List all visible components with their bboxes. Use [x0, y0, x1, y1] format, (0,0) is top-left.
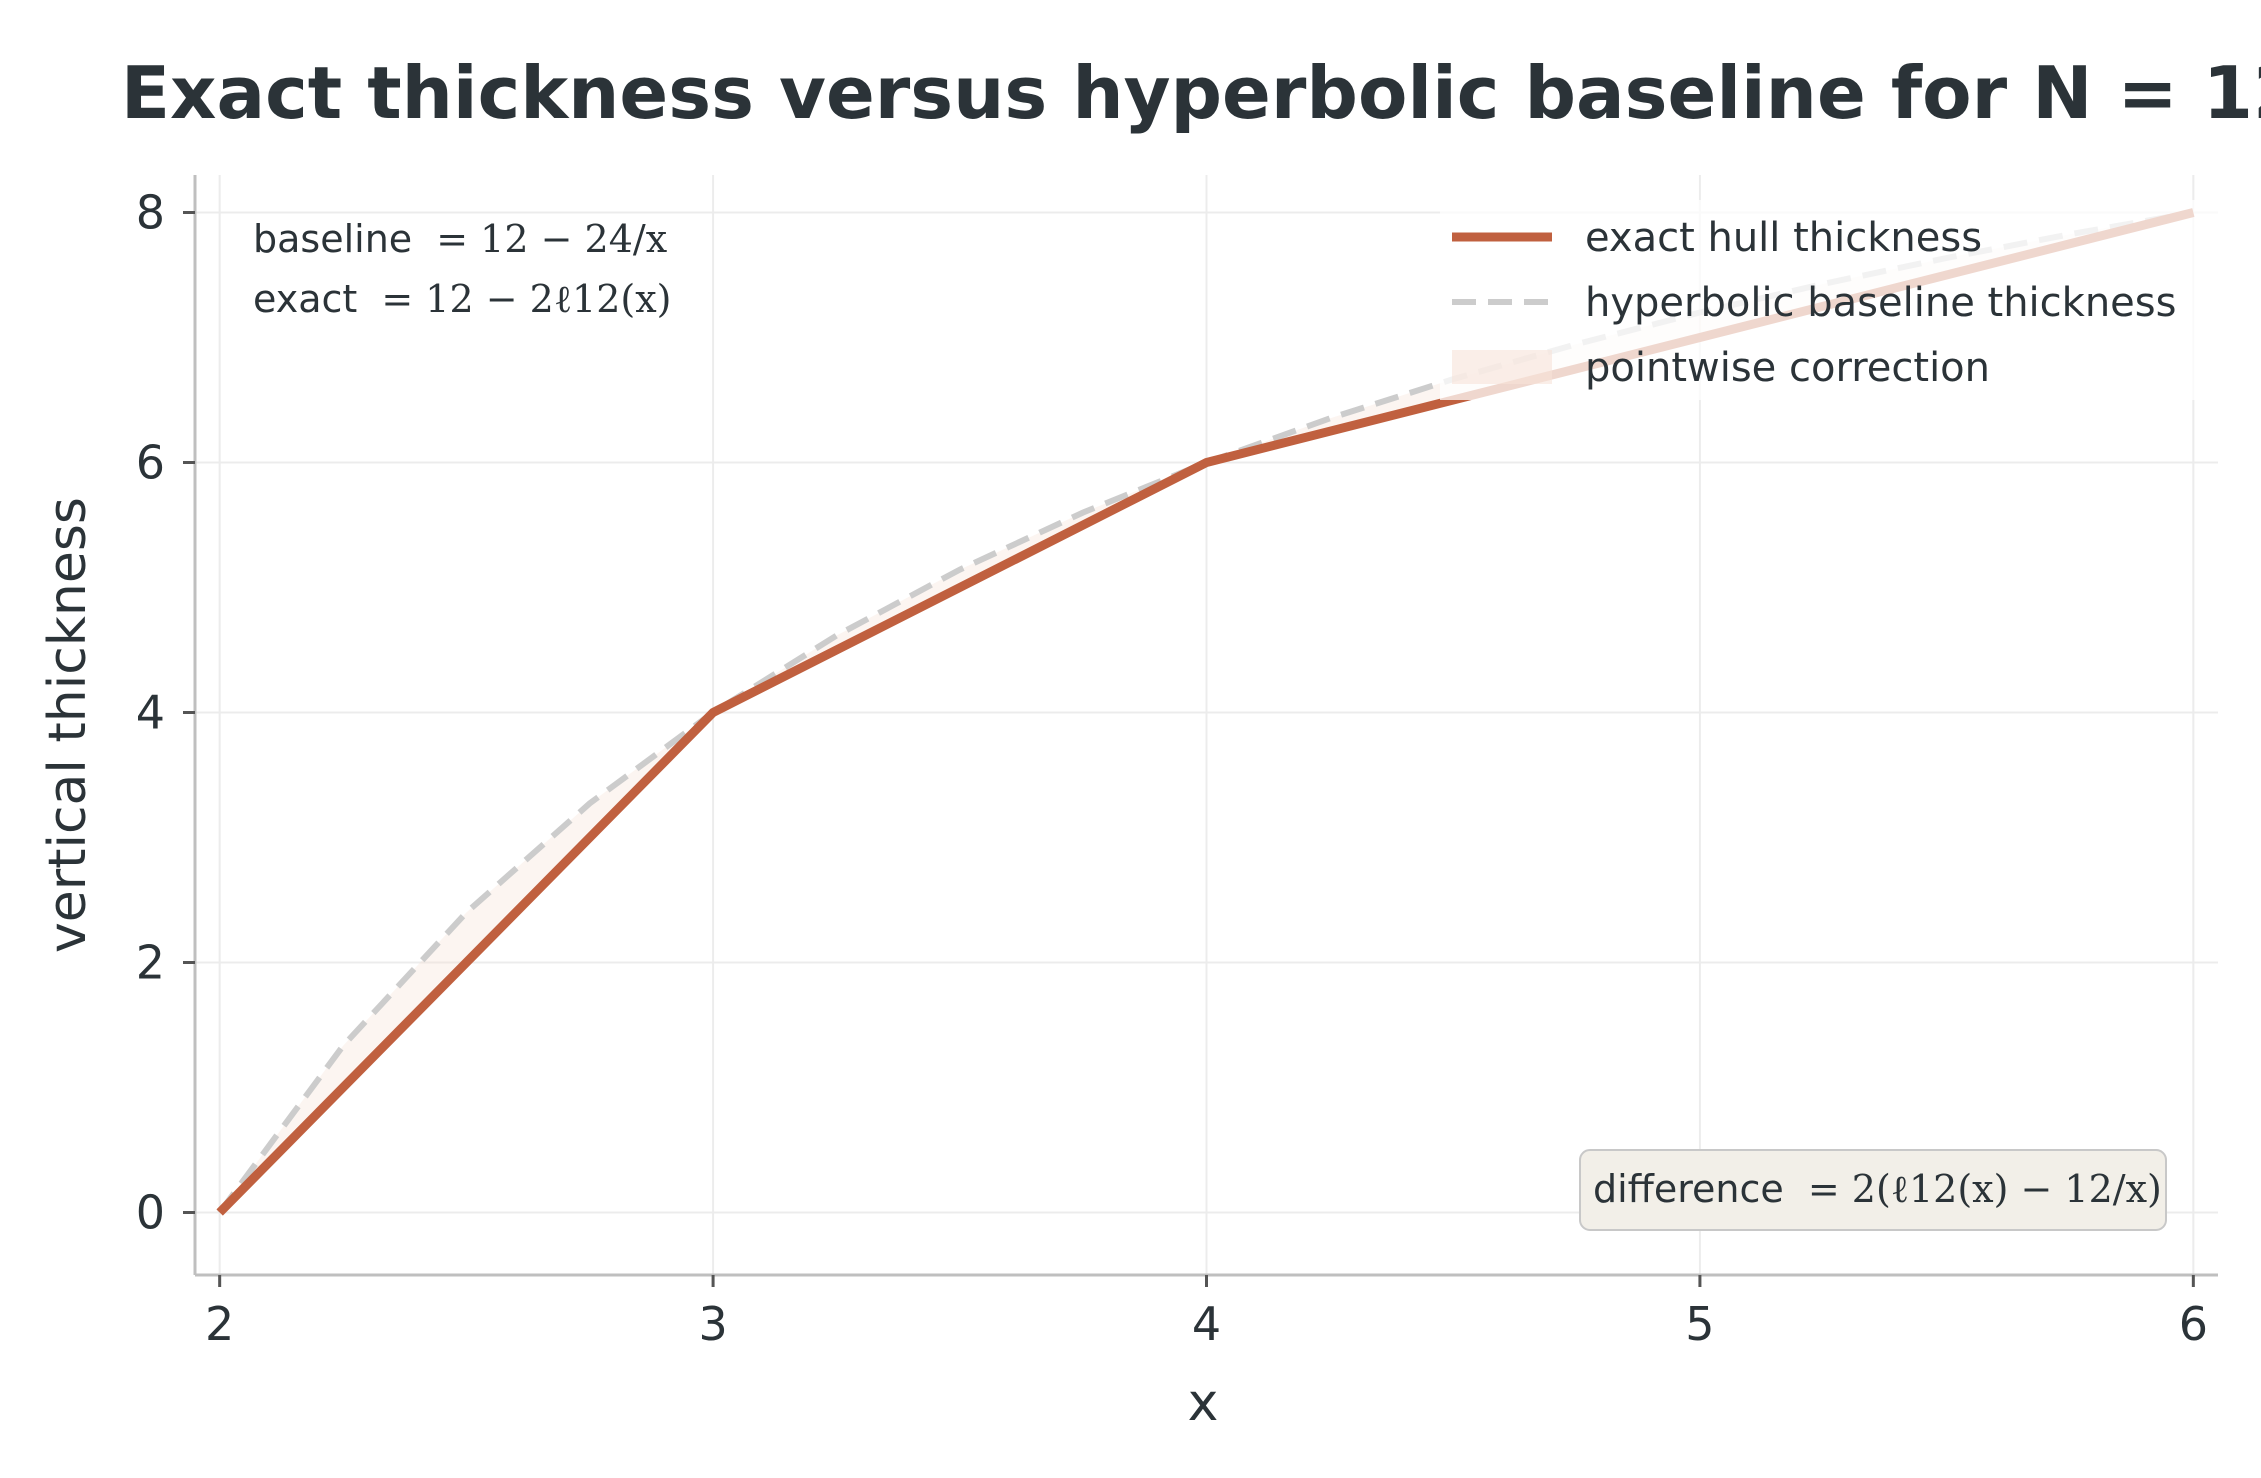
legend-label-correction: pointwise correction	[1585, 345, 1990, 391]
svg-text:difference = 2(ℓ12(x) −: difference = 2(ℓ12(x) − 12/x)	[1593, 1167, 2162, 1211]
y-tick-label: 0	[136, 1186, 165, 1240]
x-tick-label: 4	[1192, 1297, 1221, 1351]
x-tick-label: 3	[698, 1297, 727, 1351]
chart-title: Exact thickness versus hyperbolic baseli…	[121, 51, 2261, 135]
formula-annotation: baseline = 12 − 24/x exact = 12 − 2ℓ12(x…	[253, 217, 671, 321]
annotation-baseline-expr: = 12 − 24/x	[436, 217, 667, 261]
legend-label-baseline: hyperbolic baseline thickness	[1585, 280, 2176, 326]
chart-title-text: Exact thickness versus hyperbolic baseli…	[121, 51, 2261, 135]
svg-text:exact = 12 − 2ℓ12(x): exact = 12 − 2ℓ12(x)	[253, 277, 671, 321]
y-tick-label: 8	[136, 186, 165, 240]
annotation-difference-expr: = 2(ℓ12(x) − 12/x)	[1808, 1167, 2162, 1211]
annotation-baseline-label: baseline	[253, 217, 412, 261]
svg-text:baseline = 12 − 24/x: baseline = 12 − 24/x	[253, 217, 667, 261]
x-axis-label: x	[1188, 1373, 1219, 1433]
legend-swatch-correction	[1452, 350, 1552, 384]
difference-annotation: difference = 2(ℓ12(x) − 12/x)	[1579, 1149, 2167, 1231]
y-tick-label: 6	[136, 436, 165, 490]
legend: exact hull thickness hyperbolic baseline…	[1440, 200, 2220, 400]
x-tick-label: 6	[2179, 1297, 2208, 1351]
tick-labels: 2 3 4 5 6 0 2 4 6 8	[136, 186, 2208, 1352]
annotation-exact-label: exact	[253, 277, 357, 321]
annotation-difference-label: difference	[1593, 1167, 1784, 1211]
y-axis-label: vertical thickness	[38, 497, 98, 953]
legend-label-exact: exact hull thickness	[1585, 215, 1982, 261]
annotation-exact-expr: = 12 − 2ℓ12(x)	[381, 277, 671, 321]
x-tick-label: 2	[205, 1297, 234, 1351]
x-tick-label: 5	[1685, 1297, 1714, 1351]
y-tick-label: 4	[136, 686, 165, 740]
y-tick-label: 2	[136, 936, 165, 990]
